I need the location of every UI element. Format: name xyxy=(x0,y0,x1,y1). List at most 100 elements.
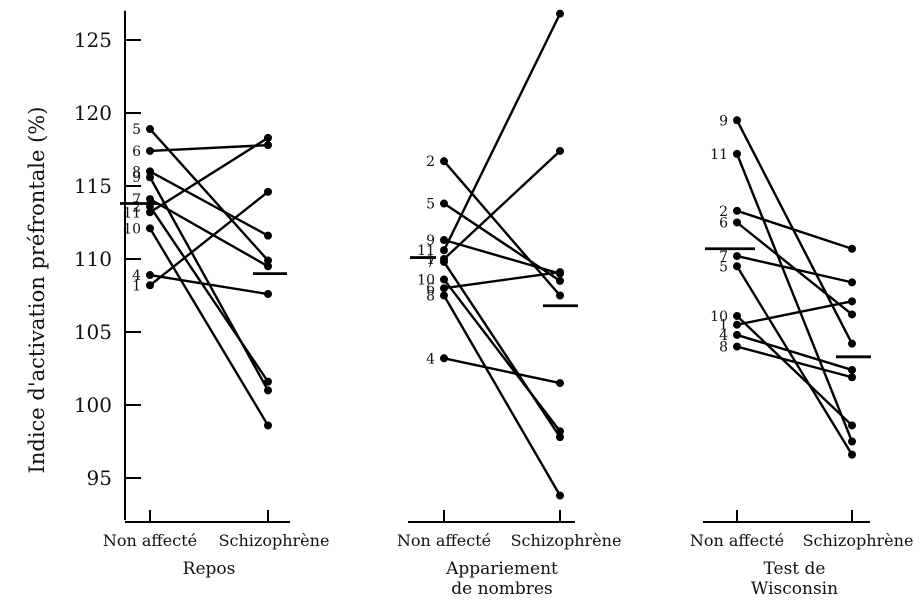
subject-id-label: 4 xyxy=(426,351,435,367)
subject-line xyxy=(149,143,269,153)
point-non-affecte xyxy=(146,146,154,155)
subject-line xyxy=(148,227,270,427)
y-tick-label: 125 xyxy=(74,28,112,52)
subject-line xyxy=(443,357,561,385)
point-schizophrene xyxy=(556,491,564,500)
point-schizophrene xyxy=(264,262,272,271)
y-axis-label: Indice d'activation préfrontale (%) xyxy=(25,107,49,474)
point-non-affecte xyxy=(440,199,448,208)
point-schizophrene xyxy=(556,433,564,442)
point-schizophrene xyxy=(556,276,564,285)
subject-line xyxy=(443,270,561,290)
category-label: Schizophrène xyxy=(511,531,622,550)
subject-line xyxy=(736,333,853,372)
point-non-affecte xyxy=(440,246,448,255)
category-label: Schizophrène xyxy=(219,531,330,550)
point-non-affecte xyxy=(440,354,448,363)
point-schizophrene xyxy=(264,187,272,196)
point-non-affecte xyxy=(146,281,154,290)
category-label: Non affecté xyxy=(103,531,197,550)
point-non-affecte xyxy=(733,311,741,320)
point-schizophrene xyxy=(264,377,272,386)
point-non-affecte xyxy=(146,271,154,280)
panel-label: Test de xyxy=(764,559,826,579)
panel-label: Appariement xyxy=(445,559,558,579)
category-label: Non affecté xyxy=(397,531,491,550)
subject-line xyxy=(736,300,853,326)
subject-line xyxy=(149,273,269,296)
category-label: Schizophrène xyxy=(803,531,914,550)
subject-id-label: 5 xyxy=(426,197,435,213)
category-label: Non affecté xyxy=(690,531,784,550)
point-non-affecte xyxy=(733,206,741,215)
y-tick-label: 120 xyxy=(74,101,112,125)
point-schizophrene xyxy=(848,339,856,348)
point-schizophrene xyxy=(264,290,272,299)
subject-id-label: 1 xyxy=(426,252,435,268)
subject-line xyxy=(443,278,561,433)
point-schizophrene xyxy=(848,437,856,446)
subject-id-label: 6 xyxy=(132,144,141,160)
point-schizophrene xyxy=(556,291,564,300)
point-schizophrene xyxy=(848,310,856,319)
subject-line xyxy=(736,345,853,379)
subject-id-label: 1 xyxy=(132,278,141,294)
subject-id-label: 5 xyxy=(719,259,728,275)
subject-line xyxy=(149,205,269,383)
subject-id-label: 11 xyxy=(710,147,728,163)
panels: Non affecté SchizophrèneRepos568971110241… xyxy=(103,9,914,599)
point-non-affecte xyxy=(146,125,154,134)
point-schizophrene xyxy=(848,297,856,306)
point-schizophrene xyxy=(264,141,272,150)
subject-id-label: 8 xyxy=(719,340,728,356)
point-non-affecte xyxy=(440,284,448,293)
point-schizophrene xyxy=(848,421,856,430)
y-tick-label: 105 xyxy=(74,320,112,344)
point-schizophrene xyxy=(848,278,856,287)
subject-id-label: 9 xyxy=(426,233,435,249)
subject-line xyxy=(736,209,853,250)
point-schizophrene xyxy=(556,379,564,388)
point-non-affecte xyxy=(440,291,448,300)
point-non-affecte xyxy=(733,320,741,329)
subject-id-label: 4 xyxy=(132,268,141,284)
point-non-affecte xyxy=(733,252,741,261)
subject-id-label: 7 xyxy=(132,192,141,208)
subject-id-label: 11 xyxy=(417,243,435,259)
point-non-affecte xyxy=(146,195,154,204)
subject-id-label: 7 xyxy=(719,249,728,265)
subject-line xyxy=(442,261,562,438)
subject-id-label: 10 xyxy=(123,221,141,237)
subject-id-label: 2 xyxy=(132,199,141,215)
point-non-affecte xyxy=(733,218,741,227)
subject-id-label: 10 xyxy=(710,309,728,325)
subject-id-label: 8 xyxy=(132,164,141,180)
point-schizophrene xyxy=(264,231,272,240)
subject-line xyxy=(736,254,853,284)
subject-id-label: 4 xyxy=(719,328,728,344)
subject-line xyxy=(735,153,854,442)
subject-id-label: 7 xyxy=(426,255,435,271)
panel-label: Wisconsin xyxy=(751,579,838,599)
subject-line xyxy=(736,315,853,427)
y-tick-label: 95 xyxy=(87,466,112,490)
y-tick-label: 100 xyxy=(74,393,112,417)
point-non-affecte xyxy=(440,236,448,245)
subject-id-label: 2 xyxy=(719,204,728,220)
subject-line xyxy=(149,198,269,268)
subject-id-label: 1 xyxy=(719,318,728,334)
subject-line xyxy=(443,160,561,297)
point-non-affecte xyxy=(733,149,741,158)
subject-line xyxy=(149,170,269,237)
subject-line xyxy=(443,238,561,275)
panel-label: de nombres xyxy=(451,579,552,599)
subject-id-label: 11 xyxy=(123,205,141,221)
point-non-affecte xyxy=(733,330,741,339)
point-schizophrene xyxy=(556,268,564,277)
point-schizophrene xyxy=(264,386,272,395)
point-schizophrene xyxy=(556,427,564,436)
